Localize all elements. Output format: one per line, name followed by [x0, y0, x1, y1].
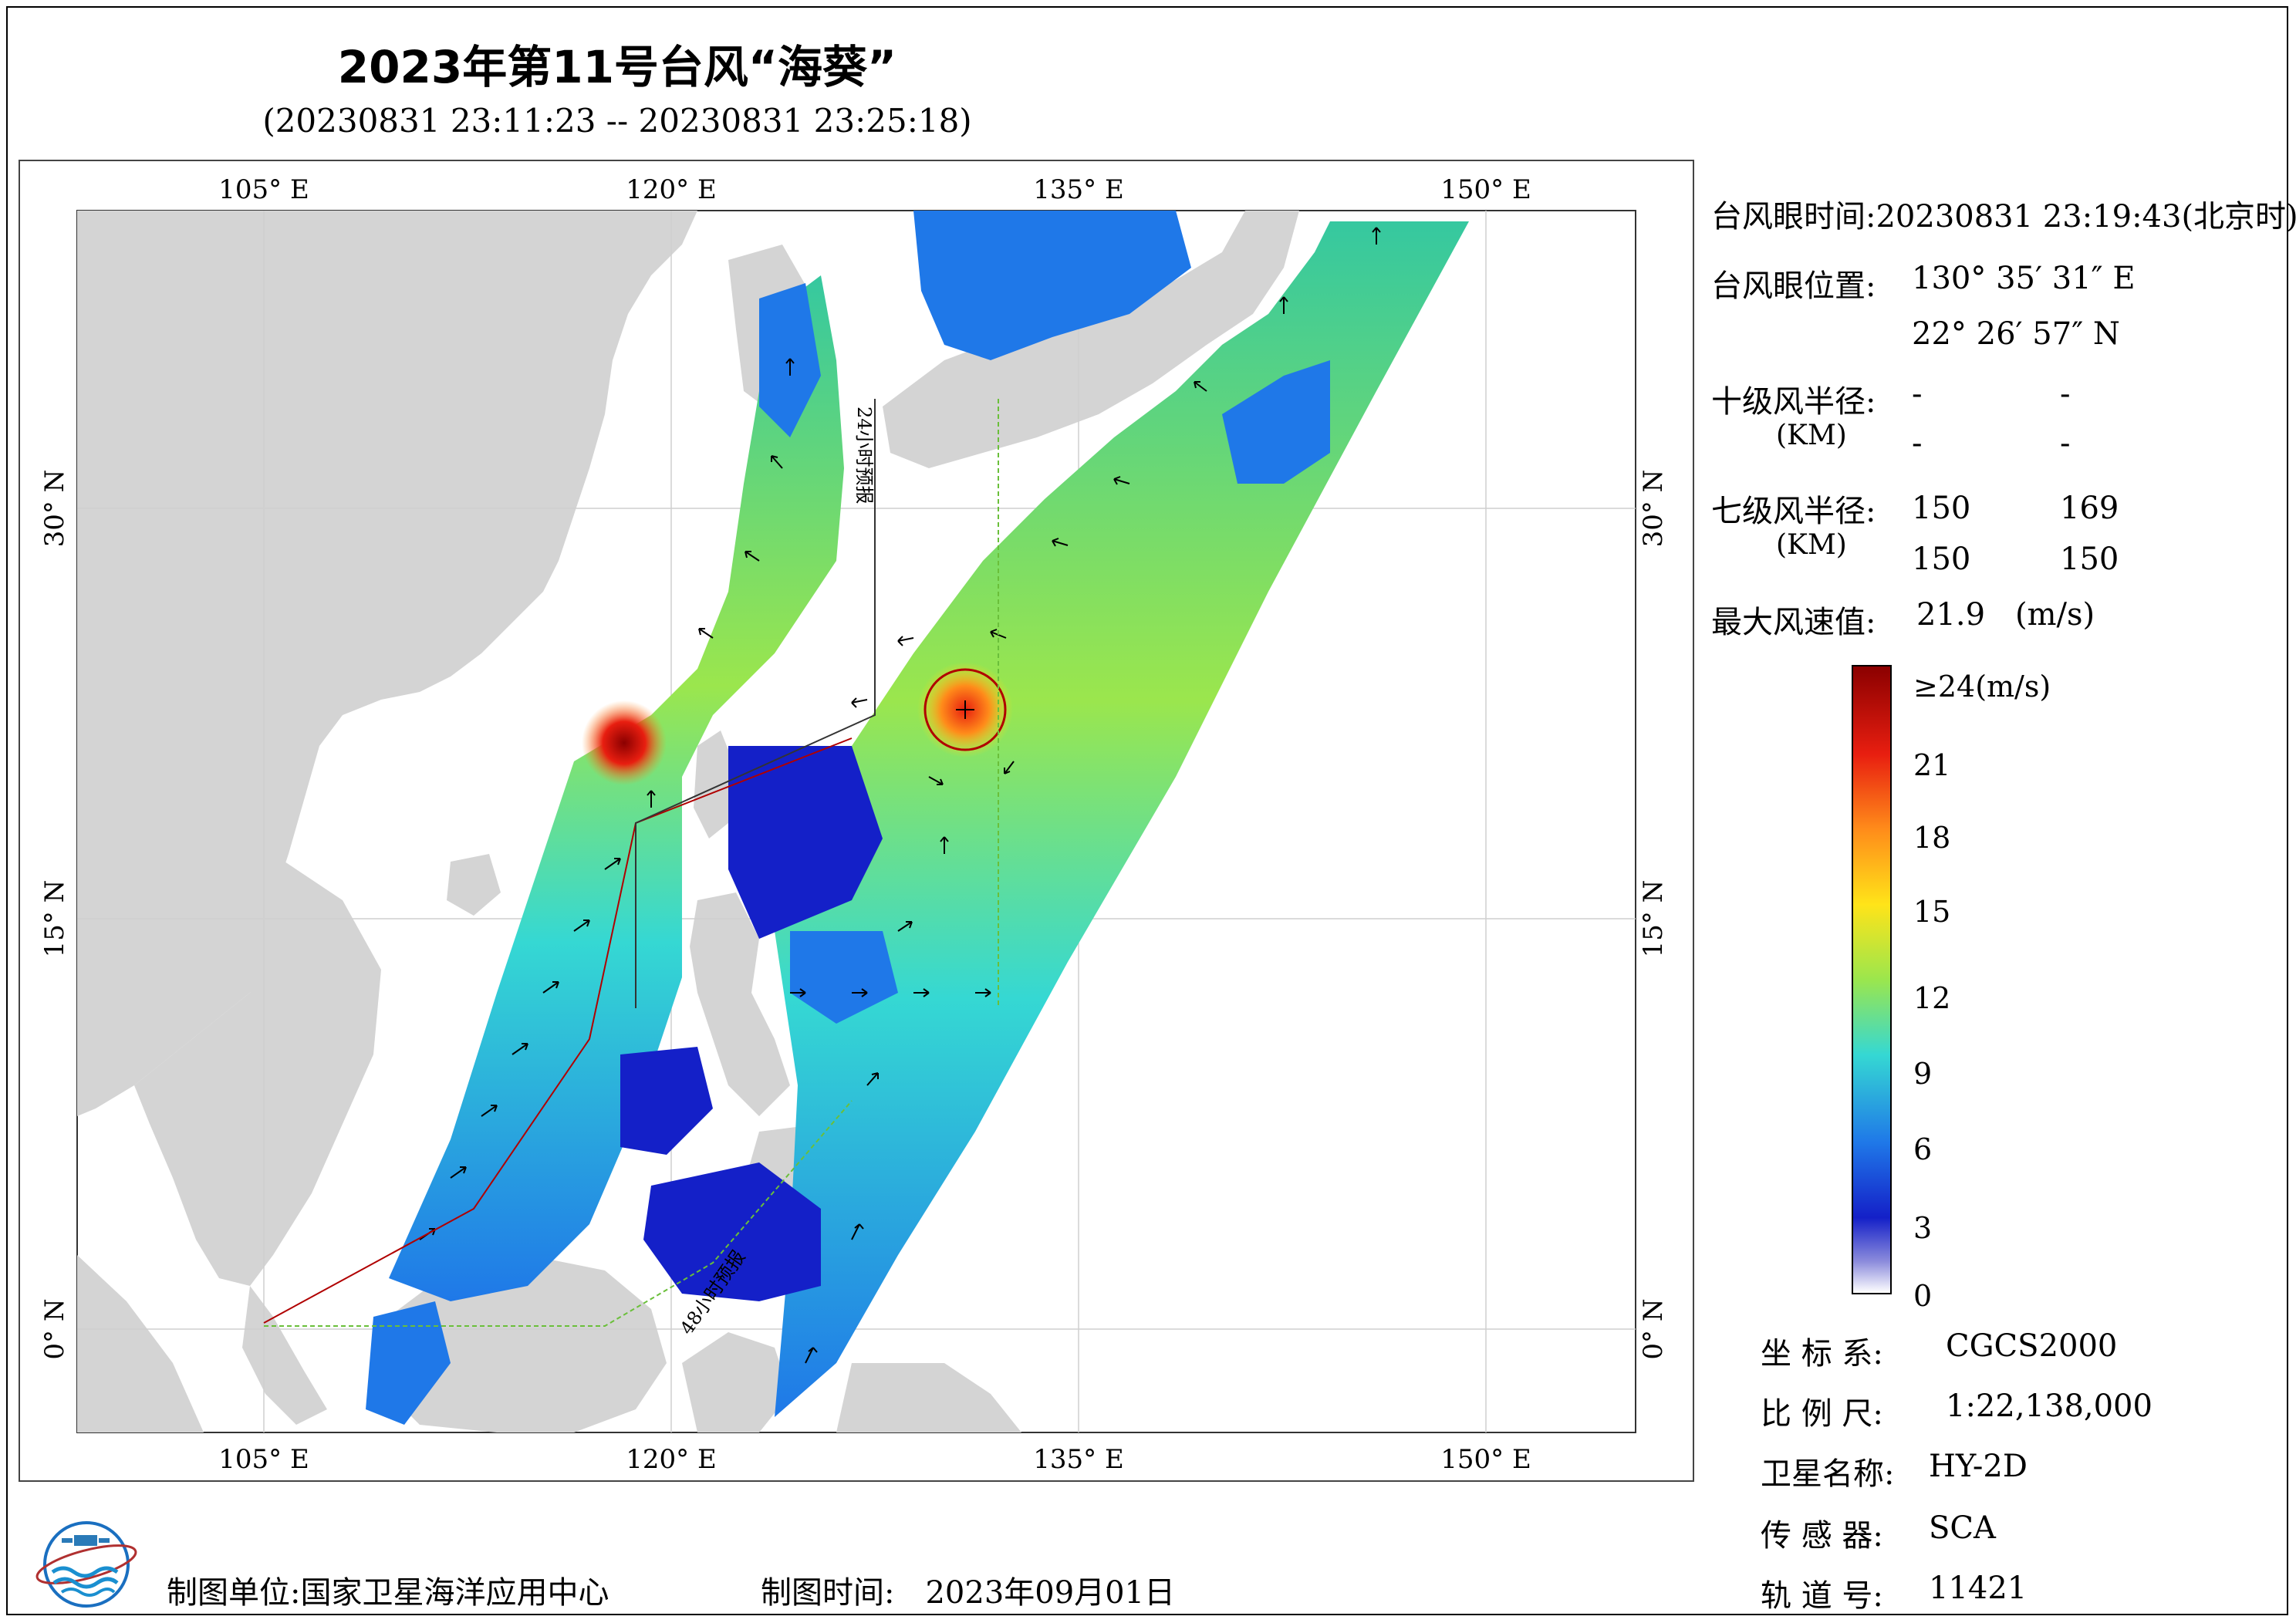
svg-text:135° E: 135° E	[1033, 174, 1124, 205]
r7-value-1: 150	[1912, 491, 1971, 526]
r10-label: 十级风半径:	[1711, 384, 1876, 420]
agency-logo	[35, 1521, 137, 1608]
footer-org-label: 制图单位:	[167, 1575, 301, 1611]
svg-text:105° E: 105° E	[218, 174, 309, 205]
svg-text:0° N: 0° N	[1638, 1298, 1669, 1359]
colorbar-label-24: ≥24(m/s)	[1913, 670, 2051, 704]
scale-label: 比 例 尺:	[1761, 1396, 1883, 1432]
wind-swath-west	[389, 275, 844, 1301]
colorbar-label-12: 12	[1913, 981, 1951, 1015]
track-lines	[263, 399, 999, 1327]
colorbar-label-18: 18	[1913, 821, 1951, 855]
low-wind-patches	[366, 283, 898, 1425]
sensor-label: 传 感 器:	[1761, 1518, 1883, 1554]
colorbar	[1852, 665, 1892, 1294]
orbit-label: 轨 道 号:	[1761, 1578, 1883, 1614]
high-wind-spot	[582, 700, 667, 785]
track-label-24h: 24小时预报	[853, 407, 875, 504]
colorbar-label-6: 6	[1913, 1132, 1933, 1166]
svg-text:30° N: 30° N	[1638, 470, 1669, 548]
r7-value-2: 169	[2060, 491, 2119, 526]
svg-text:120° E: 120° E	[626, 174, 717, 205]
wind-vectors	[419, 227, 1381, 1364]
eye-lon: 130° 35′ 31″ E	[1912, 261, 2136, 296]
svg-text:135° E: 135° E	[1033, 1444, 1124, 1475]
colorbar-label-0: 0	[1913, 1279, 1933, 1313]
max-wind-value: 21.9	[1916, 597, 1986, 633]
r10-value-2: -	[2060, 376, 2071, 412]
eye-time: 台风眼时间:20230831 23:19:43(北京时)	[1711, 191, 2296, 236]
r10-unit: (KM)	[1776, 420, 1847, 451]
wind-map: 24小时预报 48小时预报 105° E 120° E 135° E 150° …	[39, 174, 1669, 1475]
svg-text:15° N: 15° N	[1638, 880, 1669, 958]
footer-time-label: 制图时间:	[761, 1575, 895, 1611]
typhoon-eye-circle	[923, 668, 1007, 751]
map-title: 2023年第11号台风“海葵”	[337, 41, 897, 93]
coord-value: CGCS2000	[1946, 1328, 2118, 1364]
lon-labels-bottom: 105° E 120° E 135° E 150° E	[218, 1444, 1531, 1475]
scale-value: 1:22,138,000	[1946, 1388, 2152, 1424]
footer-time: 制图时间: 2023年09月01日	[761, 1567, 1175, 1612]
svg-text:150° E: 150° E	[1440, 174, 1531, 205]
footer-org: 制图单位:国家卫星海洋应用中心	[167, 1567, 609, 1612]
r10-value-4: -	[2060, 426, 2071, 461]
colorbar-label-21: 21	[1913, 748, 1951, 782]
svg-text:150° E: 150° E	[1440, 1444, 1531, 1475]
colorbar-label-3: 3	[1913, 1211, 1933, 1245]
map-subtitle: (20230831 23:11:23 -- 20230831 23:25:18)	[262, 102, 972, 140]
svg-text:30° N: 30° N	[39, 470, 70, 548]
svg-text:0° N: 0° N	[39, 1298, 70, 1359]
eye-pos-label: 台风眼位置:	[1711, 268, 1876, 304]
r7-label: 七级风半径:	[1711, 494, 1876, 529]
wind-swath-east	[775, 211, 1469, 1417]
max-wind-unit: (m/s)	[2015, 597, 2095, 633]
colorbar-label-15: 15	[1913, 895, 1951, 929]
r7-value-4: 150	[2060, 542, 2119, 577]
lat-labels-left: 30° N 15° N 0° N	[39, 470, 70, 1360]
eye-lat: 22° 26′ 57″ N	[1912, 316, 2120, 352]
eye-time-value: 20230831 23:19:43(北京时)	[1876, 199, 2296, 235]
r10-value-3: -	[1912, 426, 1923, 461]
r7-value-3: 150	[1912, 542, 1971, 577]
max-wind-label: 最大风速值:	[1711, 605, 1876, 640]
colorbar-label-9: 9	[1913, 1057, 1933, 1091]
footer-time-value: 2023年09月01日	[925, 1575, 1176, 1611]
eye-time-label: 台风眼时间:	[1711, 199, 1876, 235]
r10-value-1: -	[1912, 376, 1923, 412]
lat-labels-right: 30° N 15° N 0° N	[1638, 470, 1669, 1360]
svg-text:105° E: 105° E	[218, 1444, 309, 1475]
footer-org-value: 国家卫星海洋应用中心	[300, 1575, 609, 1611]
coord-label: 坐 标 系:	[1761, 1336, 1883, 1372]
typhoon-eye-marker	[956, 700, 974, 719]
sensor-value: SCA	[1929, 1510, 1996, 1546]
svg-text:15° N: 15° N	[39, 880, 70, 958]
sat-label: 卫星名称:	[1761, 1456, 1895, 1492]
outer-frame	[6, 6, 2288, 1615]
r7-unit: (KM)	[1776, 529, 1847, 561]
orbit-value: 11421	[1929, 1571, 2028, 1606]
lon-labels-top: 105° E 120° E 135° E 150° E	[218, 174, 1531, 205]
svg-text:120° E: 120° E	[626, 1444, 717, 1475]
sat-value: HY-2D	[1929, 1449, 2028, 1484]
